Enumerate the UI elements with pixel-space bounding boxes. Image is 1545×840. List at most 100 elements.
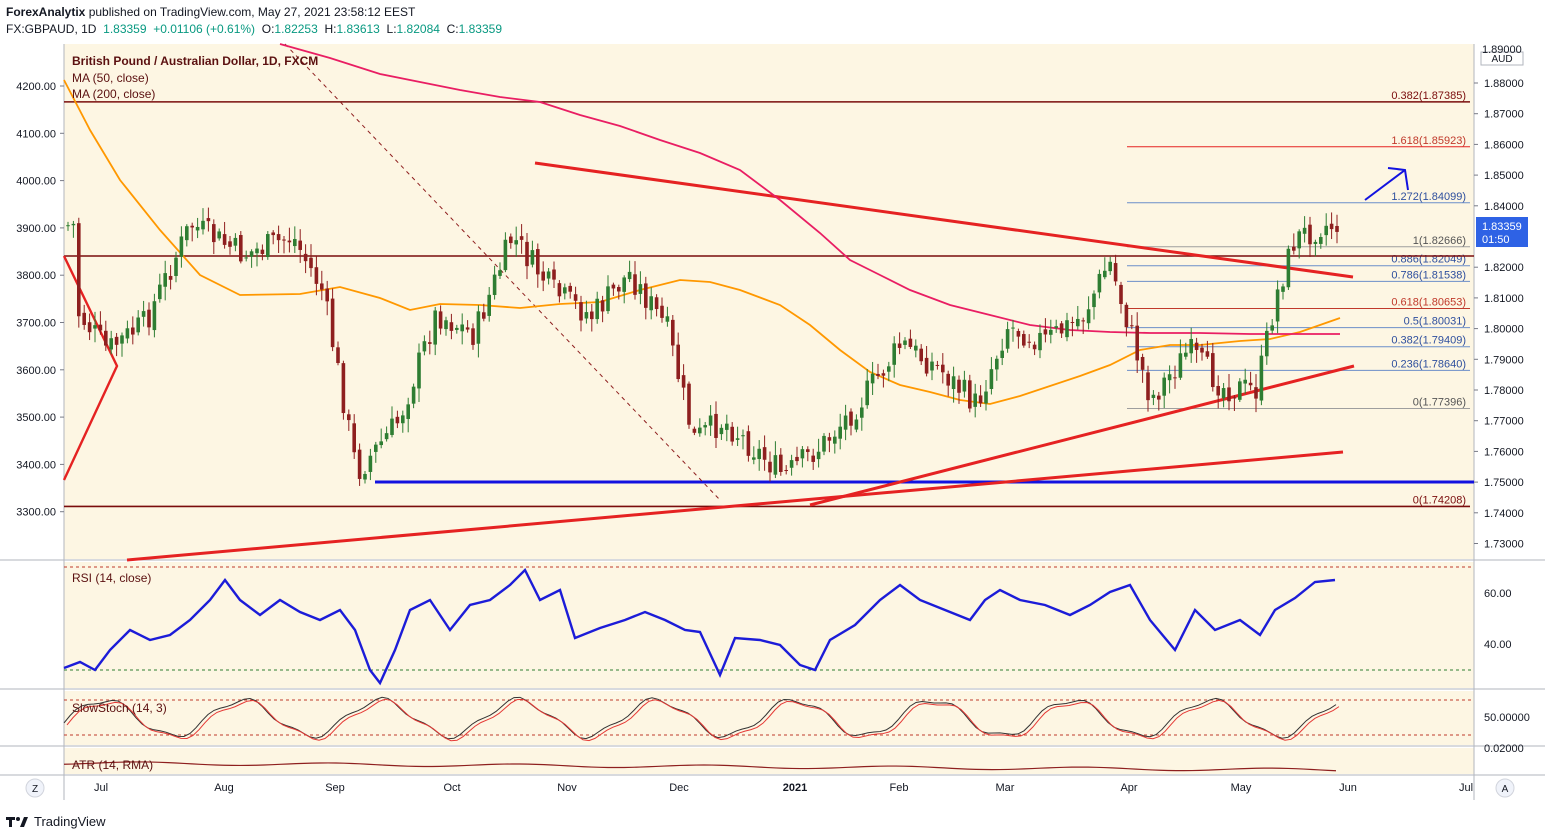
candle-body <box>827 437 832 441</box>
candle-body <box>1016 331 1021 337</box>
price-tick-label: 1.74000 <box>1484 508 1524 520</box>
candle-body <box>887 366 891 372</box>
price-axis[interactable]: 1.88000 1.87000 1.86000 1.85000 1.84000 1.820… <box>1474 78 1524 551</box>
candle-body <box>1238 381 1242 400</box>
candle-body <box>1275 289 1280 322</box>
candle-body <box>503 239 508 271</box>
time-label: Feb <box>890 782 909 794</box>
candle-body <box>1329 223 1334 230</box>
candle-body <box>411 386 416 404</box>
rsi-pane[interactable] <box>64 562 1474 688</box>
candle-body <box>1232 397 1237 399</box>
publish-line: ForexAnalytix published on TradingView.c… <box>6 5 415 19</box>
candle-body <box>849 411 853 426</box>
candle-body <box>1308 224 1312 245</box>
candle-body <box>217 231 221 239</box>
candle-body <box>649 296 653 311</box>
candle-body <box>1265 330 1269 357</box>
candle-body <box>1038 332 1042 351</box>
zoom-button[interactable] <box>25 778 45 798</box>
time-axis[interactable]: Jul Aug Sep Oct Nov Dec 2021 Feb Mar Apr May Jun Jul <box>94 782 1473 794</box>
candle-body <box>611 284 616 289</box>
candle-body <box>228 241 232 247</box>
candle-body <box>1032 344 1037 350</box>
candle-body <box>1335 225 1339 232</box>
candle-body <box>1205 351 1210 357</box>
candle-body <box>82 312 86 325</box>
candle-body <box>363 473 367 480</box>
fib-label: 0.382(1.87385) <box>1391 90 1466 102</box>
candle-body <box>498 270 502 276</box>
brand-text: TradingView <box>34 814 106 829</box>
candle-body <box>698 427 702 434</box>
candle-body <box>125 328 130 339</box>
publisher-name: ForexAnalytix <box>6 5 86 19</box>
candle-body <box>1167 374 1172 381</box>
candle-body <box>401 415 405 424</box>
candle-body <box>514 240 518 245</box>
candle-body <box>968 380 972 409</box>
countdown-text: 01:50 <box>1482 234 1510 246</box>
fib-label: 0.618(1.80653) <box>1391 297 1466 309</box>
candle-body <box>681 375 686 388</box>
footer: TradingView <box>6 814 106 829</box>
candle-body <box>1081 320 1085 322</box>
stoch-pane[interactable] <box>64 691 1474 745</box>
close-label: C: <box>446 22 459 36</box>
candle-body <box>654 297 659 310</box>
chart-canvas[interactable]: 0.382(1.87385) 1.618(1.85923) 1.272(1.8409… <box>0 0 1545 812</box>
candle-body <box>568 285 572 292</box>
left-tick-label: 3600.00 <box>16 365 56 377</box>
candle-body <box>773 455 778 475</box>
candle-body <box>406 404 410 419</box>
fib-label: 1(1.82666) <box>1413 235 1466 247</box>
rsi-title: RSI (14, close) <box>72 571 151 585</box>
candle-body <box>519 236 524 240</box>
auto-scale-button[interactable] <box>1495 778 1515 798</box>
candle-body <box>131 327 135 335</box>
candle-body <box>1194 342 1199 350</box>
price-tick-label: 1.88000 <box>1484 78 1524 90</box>
price-tick-label: 1.79000 <box>1484 354 1524 366</box>
candle-body <box>1189 338 1193 354</box>
left-tick-label: 3800.00 <box>16 270 56 282</box>
candle-body <box>935 364 940 366</box>
candle-body <box>1313 241 1318 244</box>
candle-body <box>109 338 113 350</box>
candle-body <box>671 319 675 346</box>
candle-body <box>984 391 988 404</box>
candle-body <box>1254 387 1258 399</box>
fib-label: 0(1.77396) <box>1413 397 1466 409</box>
candle-body <box>552 269 556 280</box>
left-tick-label: 4000.00 <box>16 176 56 188</box>
candle-body <box>1049 329 1053 335</box>
candle-body <box>395 416 400 424</box>
candle-body <box>282 239 286 241</box>
candle-body <box>1157 395 1161 400</box>
candle-body <box>141 311 146 317</box>
arrow-shaft <box>1364 169 1406 201</box>
atr-pane[interactable] <box>64 748 1474 774</box>
candle-body <box>239 235 243 262</box>
candle-body <box>541 271 545 281</box>
candle-body <box>422 341 427 352</box>
left-tick-label: 3500.00 <box>16 412 56 424</box>
time-label: May <box>1231 782 1252 794</box>
stoch-tick: 50.00000 <box>1484 712 1530 724</box>
candle-body <box>730 426 734 442</box>
candle-body <box>1292 246 1296 251</box>
candle-body <box>563 287 567 294</box>
candle-body <box>762 447 767 460</box>
candle-body <box>1227 387 1231 402</box>
candle-body <box>617 287 621 292</box>
candle-body <box>1270 325 1274 331</box>
candle-body <box>179 236 184 257</box>
candle-body <box>757 448 761 460</box>
candle-body <box>185 226 189 241</box>
candle-body <box>806 449 810 452</box>
close-value: 1.83359 <box>458 22 502 36</box>
candle-body <box>816 451 821 460</box>
candle-body <box>1324 225 1328 236</box>
candle-body <box>1178 353 1183 378</box>
candle-body <box>546 271 551 279</box>
